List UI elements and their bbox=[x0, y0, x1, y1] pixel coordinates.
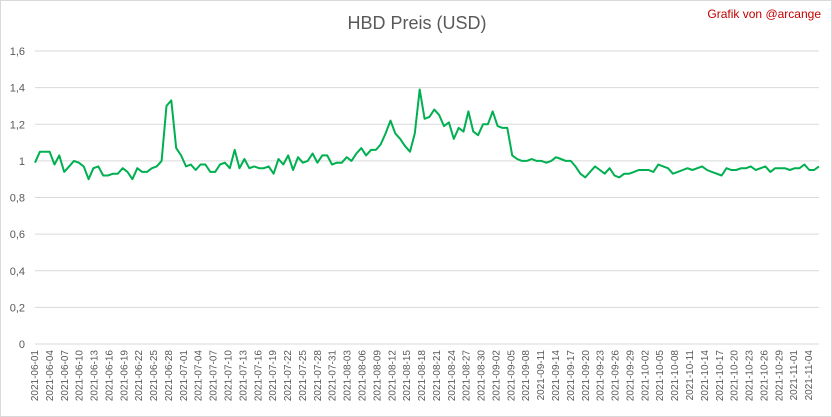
x-tick-label: 2021-11-01 bbox=[789, 350, 800, 401]
x-tick-label: 2021-06-25 bbox=[149, 350, 160, 402]
x-tick-label: 2021-10-26 bbox=[759, 350, 770, 402]
x-tick-label: 2021-10-14 bbox=[700, 350, 711, 402]
y-tick-label: 1,4 bbox=[10, 83, 25, 95]
x-tick-label: 2021-06-28 bbox=[164, 350, 175, 402]
x-tick-label: 2021-09-29 bbox=[625, 350, 636, 402]
x-tick-label: 2021-07-19 bbox=[268, 350, 279, 402]
x-tick-label: 2021-07-07 bbox=[209, 350, 220, 402]
x-tick-label: 2021-08-03 bbox=[343, 350, 354, 402]
x-tick-label: 2021-09-26 bbox=[611, 350, 622, 402]
x-tick-label: 2021-10-23 bbox=[745, 350, 756, 402]
x-tick-label: 2021-06-07 bbox=[60, 350, 71, 402]
x-tick-label: 2021-06-16 bbox=[104, 350, 115, 402]
y-tick-label: 1,6 bbox=[10, 46, 25, 58]
y-tick-label: 0,8 bbox=[10, 193, 25, 205]
x-tick-label: 2021-10-29 bbox=[774, 350, 785, 402]
credit-label: Grafik von @arcange bbox=[707, 7, 821, 21]
x-tick-label: 2021-09-23 bbox=[596, 350, 607, 402]
x-tick-label: 2021-06-10 bbox=[75, 350, 86, 402]
x-tick-label: 2021-10-20 bbox=[730, 350, 741, 402]
y-tick-label: 1,2 bbox=[10, 119, 25, 131]
x-tick-label: 2021-09-20 bbox=[581, 350, 592, 402]
x-tick-label: 2021-08-24 bbox=[447, 350, 458, 402]
x-tick-label: 2021-10-08 bbox=[670, 350, 681, 402]
x-tick-label: 2021-09-14 bbox=[551, 350, 562, 402]
x-tick-label: 2021-08-27 bbox=[462, 350, 473, 402]
x-tick-label: 2021-08-30 bbox=[477, 350, 488, 402]
x-tick-label: 2021-08-09 bbox=[372, 350, 383, 402]
x-tick-label: 2021-09-08 bbox=[521, 350, 532, 402]
x-tick-label: 2021-07-16 bbox=[253, 350, 264, 402]
y-tick-label: 1 bbox=[19, 156, 25, 168]
x-tick-label: 2021-07-13 bbox=[238, 350, 249, 402]
x-tick-label: 2021-07-28 bbox=[313, 350, 324, 402]
x-tick-label: 2021-10-05 bbox=[655, 350, 666, 402]
x-tick-label: 2021-09-17 bbox=[566, 350, 577, 402]
x-tick-label: 2021-08-12 bbox=[387, 350, 398, 402]
series-line bbox=[34, 88, 820, 181]
x-tick-label: 2021-06-19 bbox=[119, 350, 130, 402]
chart-title: HBD Preis (USD) bbox=[347, 13, 487, 33]
x-tick-label: 2021-08-21 bbox=[432, 350, 443, 402]
x-tick-label: 2021-06-01 bbox=[30, 350, 41, 402]
x-tick-label: 2021-07-25 bbox=[298, 350, 309, 402]
y-tick-label: 0,2 bbox=[10, 302, 25, 314]
x-tick-label: 2021-09-11 bbox=[536, 350, 547, 401]
x-tick-label: 2021-07-22 bbox=[283, 350, 294, 402]
x-tick-label: 2021-06-13 bbox=[90, 350, 101, 402]
x-tick-label: 2021-07-31 bbox=[328, 350, 339, 402]
x-tick-label: 2021-10-17 bbox=[715, 350, 726, 402]
x-tick-label: 2021-07-04 bbox=[194, 350, 205, 402]
x-tick-label: 2021-07-01 bbox=[179, 350, 190, 402]
y-tick-label: 0,4 bbox=[10, 266, 25, 278]
x-tick-label: 2021-09-05 bbox=[506, 350, 517, 402]
y-tick-label: 0 bbox=[19, 339, 25, 351]
x-tick-label: 2021-06-04 bbox=[45, 350, 56, 402]
x-tick-label: 2021-11-04 bbox=[804, 350, 815, 401]
x-tick-label: 2021-10-11 bbox=[685, 350, 696, 401]
x-tick-label: 2021-10-02 bbox=[640, 350, 651, 402]
x-tick-label: 2021-08-18 bbox=[417, 350, 428, 402]
y-tick-label: 0,6 bbox=[10, 229, 25, 241]
x-tick-label: 2021-08-15 bbox=[402, 350, 413, 402]
x-tick-label: 2021-07-10 bbox=[224, 350, 235, 402]
x-tick-label: 2021-06-22 bbox=[134, 350, 145, 402]
x-tick-label: 2021-09-02 bbox=[491, 350, 502, 402]
x-tick-label: 2021-08-06 bbox=[357, 350, 368, 402]
